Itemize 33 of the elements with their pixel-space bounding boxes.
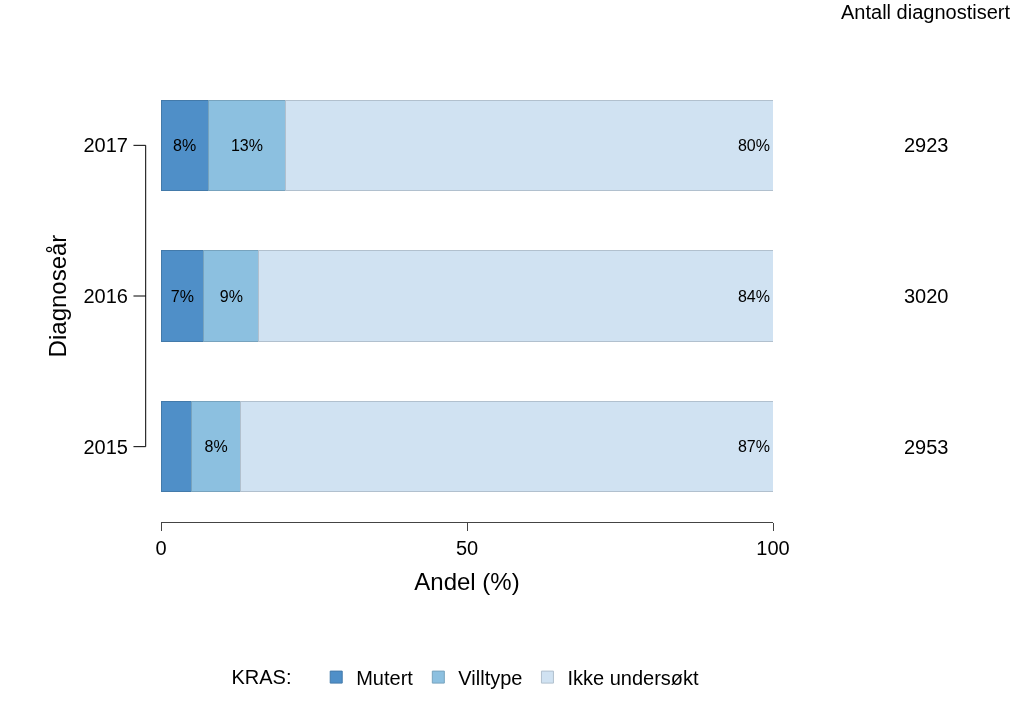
y-axis-title: Diagnoseår (43, 234, 71, 358)
x-tick-label: 0 (155, 537, 167, 559)
text: 2923 (904, 134, 949, 156)
data-label: 87% (737, 438, 770, 456)
bar (203, 250, 260, 342)
y-tick-label: 2017 (83, 134, 128, 157)
legend-label: Mutert (356, 666, 414, 689)
legend-title: KRAS: (231, 665, 309, 688)
x-tick-label: 100 (756, 537, 790, 559)
bar (207, 99, 287, 192)
bar (161, 99, 209, 192)
bar (258, 250, 773, 342)
x-axis-title: Andel (%) (414, 568, 520, 596)
data-label: 8% (173, 136, 197, 154)
data-label: 84% (737, 287, 770, 305)
bar (191, 400, 242, 493)
data-label: 8% (204, 438, 228, 456)
y-tick-label: 2015 (83, 435, 128, 458)
text: 2953 (904, 436, 949, 458)
bar (161, 250, 205, 342)
y-tick-label: 2016 (83, 285, 128, 307)
text: 3020 (904, 285, 949, 307)
data-label: 9% (219, 287, 243, 305)
data-label: 7% (170, 287, 194, 305)
bar (240, 400, 773, 493)
bar (285, 99, 773, 192)
x-tick-label: 50 (455, 537, 479, 559)
data-label: 80% (737, 136, 770, 154)
text: Antall diagnostisert (841, 1, 1011, 23)
legend-label: Villtype (458, 666, 523, 689)
legend-label: Ikke undersøkt (567, 666, 700, 689)
bar (161, 400, 193, 493)
data-label: 13% (230, 136, 263, 154)
